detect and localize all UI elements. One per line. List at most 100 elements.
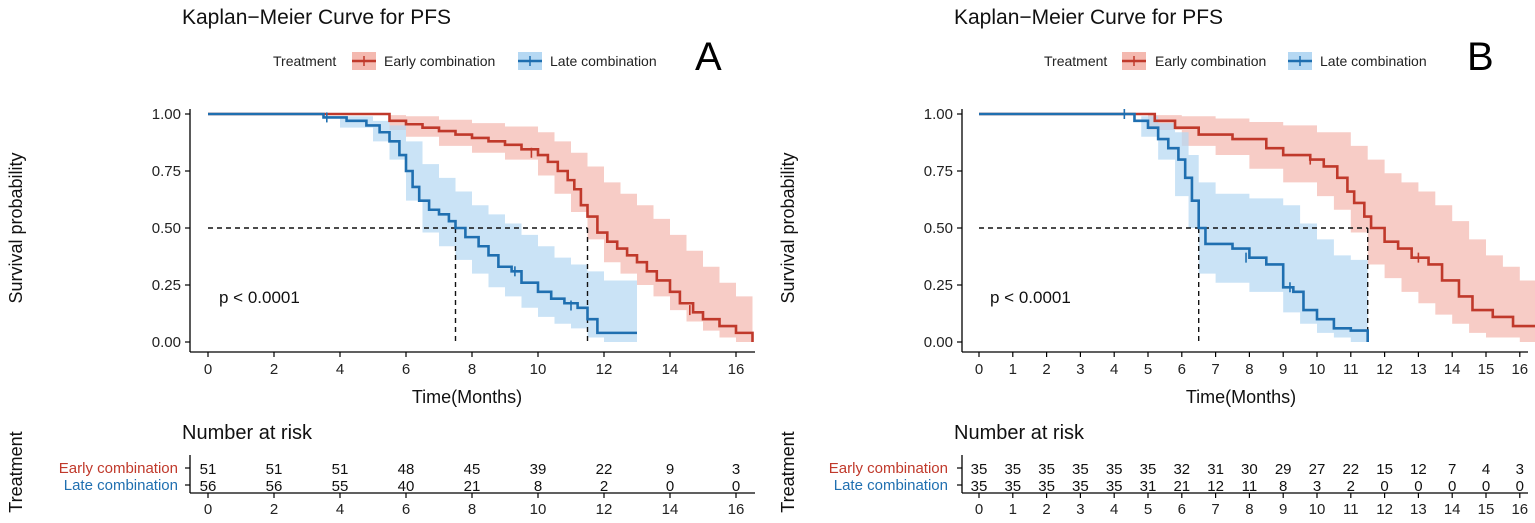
y-tick-label: 0.25 <box>152 277 181 294</box>
panel-b: Kaplan−Meier Curve for PFS B Treatment E… <box>778 6 1535 518</box>
y-tick-label: 1.00 <box>152 106 181 123</box>
risk-count: 8 <box>1279 478 1287 495</box>
risk-count: 0 <box>1380 478 1388 495</box>
confidence-band-late <box>208 114 637 342</box>
risk-row-label-early: Early combination <box>59 460 178 477</box>
y-tick-label: 1.00 <box>924 106 953 123</box>
risk-count: 45 <box>464 461 481 478</box>
risk-count: 22 <box>1342 461 1359 478</box>
risk-x-tick-label: 13 <box>1410 501 1427 518</box>
risk-count: 31 <box>1140 478 1157 495</box>
risk-x-tick-label: 14 <box>1444 501 1461 518</box>
risk-count: 35 <box>971 461 988 478</box>
x-tick-label: 4 <box>1110 361 1118 378</box>
x-tick-label: 3 <box>1076 361 1084 378</box>
x-tick-label: 16 <box>1511 361 1528 378</box>
y-tick-label: 0.50 <box>152 220 181 237</box>
risk-x-tick-label: 6 <box>1178 501 1186 518</box>
risk-row-label-late: Late combination <box>64 477 178 494</box>
y-tick-label: 0.75 <box>924 163 953 180</box>
p-value: p < 0.0001 <box>990 288 1071 307</box>
risk-count: 0 <box>1482 478 1490 495</box>
survival-curve-late <box>208 112 637 335</box>
risk-table-y-title: Treatment <box>6 431 26 512</box>
x-tick-label: 0 <box>975 361 983 378</box>
risk-x-tick-label: 5 <box>1144 501 1152 518</box>
risk-count: 35 <box>1038 461 1055 478</box>
risk-count: 35 <box>1140 461 1157 478</box>
legend-label-early: Early combination <box>384 53 495 69</box>
x-tick-label: 11 <box>1343 361 1359 378</box>
p-value: p < 0.0001 <box>219 288 300 307</box>
risk-count: 56 <box>266 478 283 495</box>
risk-count: 31 <box>1207 461 1224 478</box>
x-tick-label: 2 <box>1042 361 1050 378</box>
risk-count: 35 <box>1072 478 1089 495</box>
risk-count: 4 <box>1482 461 1490 478</box>
x-tick-label: 0 <box>204 361 212 378</box>
risk-x-tick-label: 7 <box>1211 501 1219 518</box>
risk-count: 51 <box>200 461 217 478</box>
x-tick-label: 10 <box>530 361 547 378</box>
x-tick-label: 6 <box>1178 361 1186 378</box>
risk-x-tick-label: 2 <box>1042 501 1050 518</box>
risk-count: 3 <box>1313 478 1321 495</box>
confidence-band-early <box>208 114 753 342</box>
risk-x-tick-label: 12 <box>1376 501 1393 518</box>
risk-x-tick-label: 8 <box>468 501 476 518</box>
y-tick-label: 0.75 <box>152 163 181 180</box>
risk-count: 2 <box>600 478 608 495</box>
risk-count: 30 <box>1241 461 1258 478</box>
risk-count: 35 <box>1004 478 1021 495</box>
x-tick-label: 1 <box>1009 361 1017 378</box>
risk-count: 7 <box>1448 461 1456 478</box>
risk-count: 12 <box>1207 478 1224 495</box>
risk-count: 51 <box>266 461 283 478</box>
x-tick-label: 14 <box>662 361 679 378</box>
legend-title: Treatment <box>1044 53 1107 69</box>
panel-a: Kaplan−Meier Curve for PFS A Treatment E… <box>6 6 755 518</box>
risk-count: 56 <box>200 478 217 495</box>
survival-curve-early <box>208 112 754 342</box>
risk-count: 11 <box>1242 478 1258 495</box>
risk-count: 0 <box>732 478 740 495</box>
y-axis-title: Survival probability <box>6 152 26 303</box>
risk-row-label-early: Early combination <box>829 460 948 477</box>
risk-table-title: Number at risk <box>182 422 313 444</box>
x-tick-label: 8 <box>468 361 476 378</box>
risk-x-tick-label: 16 <box>1511 501 1528 518</box>
x-tick-label: 12 <box>1376 361 1393 378</box>
risk-count: 21 <box>1173 478 1190 495</box>
risk-x-tick-label: 10 <box>1309 501 1326 518</box>
risk-count: 27 <box>1309 461 1326 478</box>
x-axis-title: Time(Months) <box>412 387 522 407</box>
risk-x-tick-label: 8 <box>1245 501 1253 518</box>
legend-label-late: Late combination <box>1320 53 1427 69</box>
confidence-band-late <box>979 114 1368 342</box>
chart-title: Kaplan−Meier Curve for PFS <box>182 6 451 29</box>
risk-x-tick-label: 11 <box>1343 501 1359 518</box>
risk-count: 35 <box>1038 478 1055 495</box>
risk-count: 15 <box>1376 461 1393 478</box>
legend-item-early: Early combination <box>352 52 495 70</box>
x-tick-label: 7 <box>1211 361 1219 378</box>
risk-count: 55 <box>332 478 349 495</box>
risk-count: 29 <box>1275 461 1292 478</box>
x-tick-label: 5 <box>1144 361 1152 378</box>
x-tick-label: 13 <box>1410 361 1427 378</box>
y-axis-title: Survival probability <box>778 152 798 303</box>
risk-x-tick-label: 0 <box>204 501 212 518</box>
risk-count: 21 <box>464 478 481 495</box>
plot-area: 0.000.250.500.751.000 1 2 3 4 5 6 7 8 9 10 11 12 13 14… <box>924 106 1535 378</box>
risk-x-tick-label: 16 <box>728 501 745 518</box>
risk-x-tick-label: 3 <box>1076 501 1084 518</box>
risk-count: 0 <box>1414 478 1422 495</box>
risk-count: 12 <box>1410 461 1427 478</box>
risk-count: 3 <box>732 461 740 478</box>
panel-label: B <box>1467 35 1494 79</box>
risk-count: 48 <box>398 461 415 478</box>
x-tick-label: 8 <box>1245 361 1253 378</box>
legend-item-late: Late combination <box>518 52 657 70</box>
legend-title: Treatment <box>273 53 336 69</box>
